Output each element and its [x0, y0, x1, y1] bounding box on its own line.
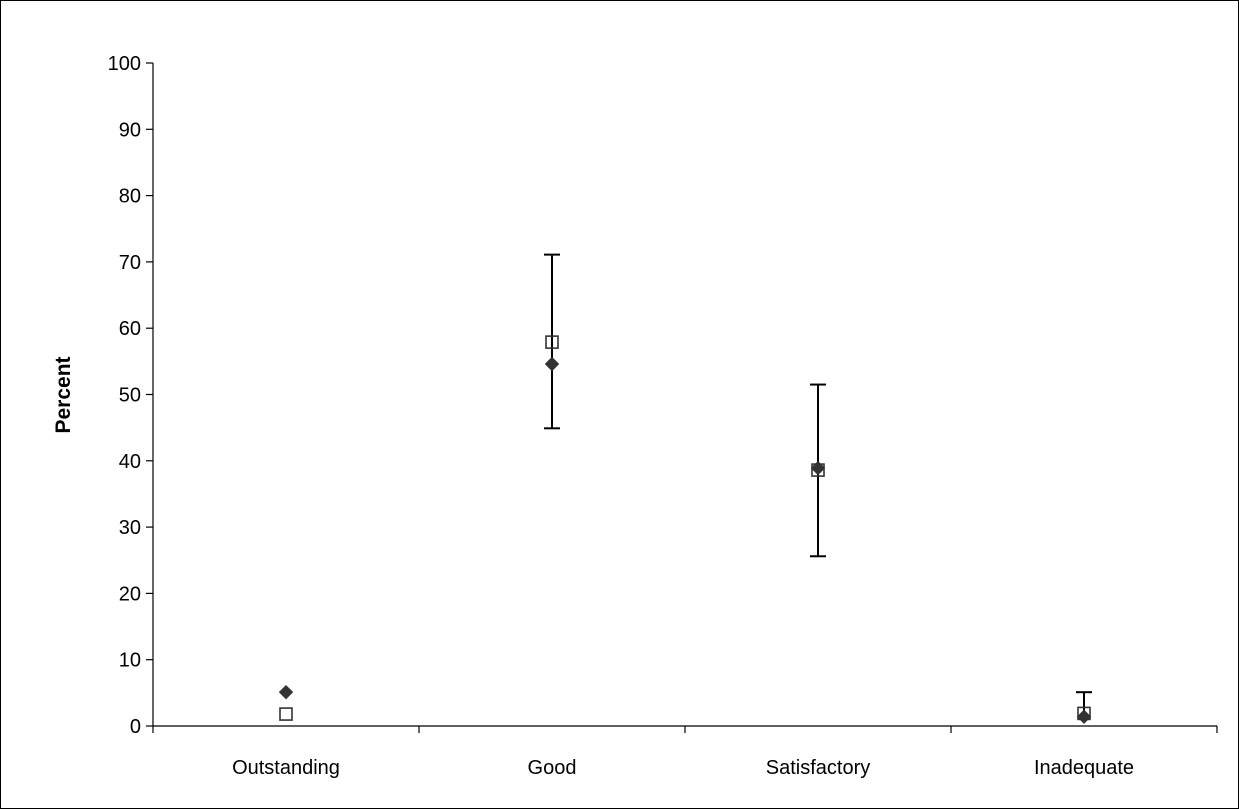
y-tick-label: 50 — [119, 385, 141, 407]
y-tick-label: 70 — [119, 252, 141, 274]
diamond-marker — [544, 356, 560, 372]
square-marker — [1077, 706, 1091, 721]
x-tick-label: Inadequate — [1034, 757, 1134, 779]
square-marker — [811, 463, 825, 477]
y-tick-label: 40 — [119, 451, 141, 473]
diamond-marker — [278, 684, 294, 700]
y-tick-label: 20 — [119, 583, 141, 605]
y-tick-label: 0 — [130, 716, 141, 738]
diamond-marker — [1076, 709, 1092, 724]
y-tick-label: 80 — [119, 186, 141, 208]
y-axis: 0 10 20 30 40 50 60 70 80 90 100 — [108, 53, 154, 738]
x-axis: Outstanding Good Satisfactory Inadequate — [152, 725, 1218, 779]
y-axis-title: Percent — [52, 356, 75, 433]
error-bars — [544, 253, 1092, 714]
y-tick-label: 30 — [119, 517, 141, 539]
data-markers — [278, 335, 1092, 724]
y-tick-label: 60 — [119, 318, 141, 340]
y-tick-label: 10 — [119, 650, 141, 672]
square-marker — [545, 335, 559, 349]
x-tick-label: Outstanding — [232, 757, 340, 779]
y-tick-label: 100 — [108, 53, 141, 75]
x-tick-label: Good — [528, 757, 577, 779]
square-marker — [279, 707, 293, 721]
y-tick-label: 90 — [119, 119, 141, 141]
x-tick-label: Satisfactory — [766, 757, 870, 779]
